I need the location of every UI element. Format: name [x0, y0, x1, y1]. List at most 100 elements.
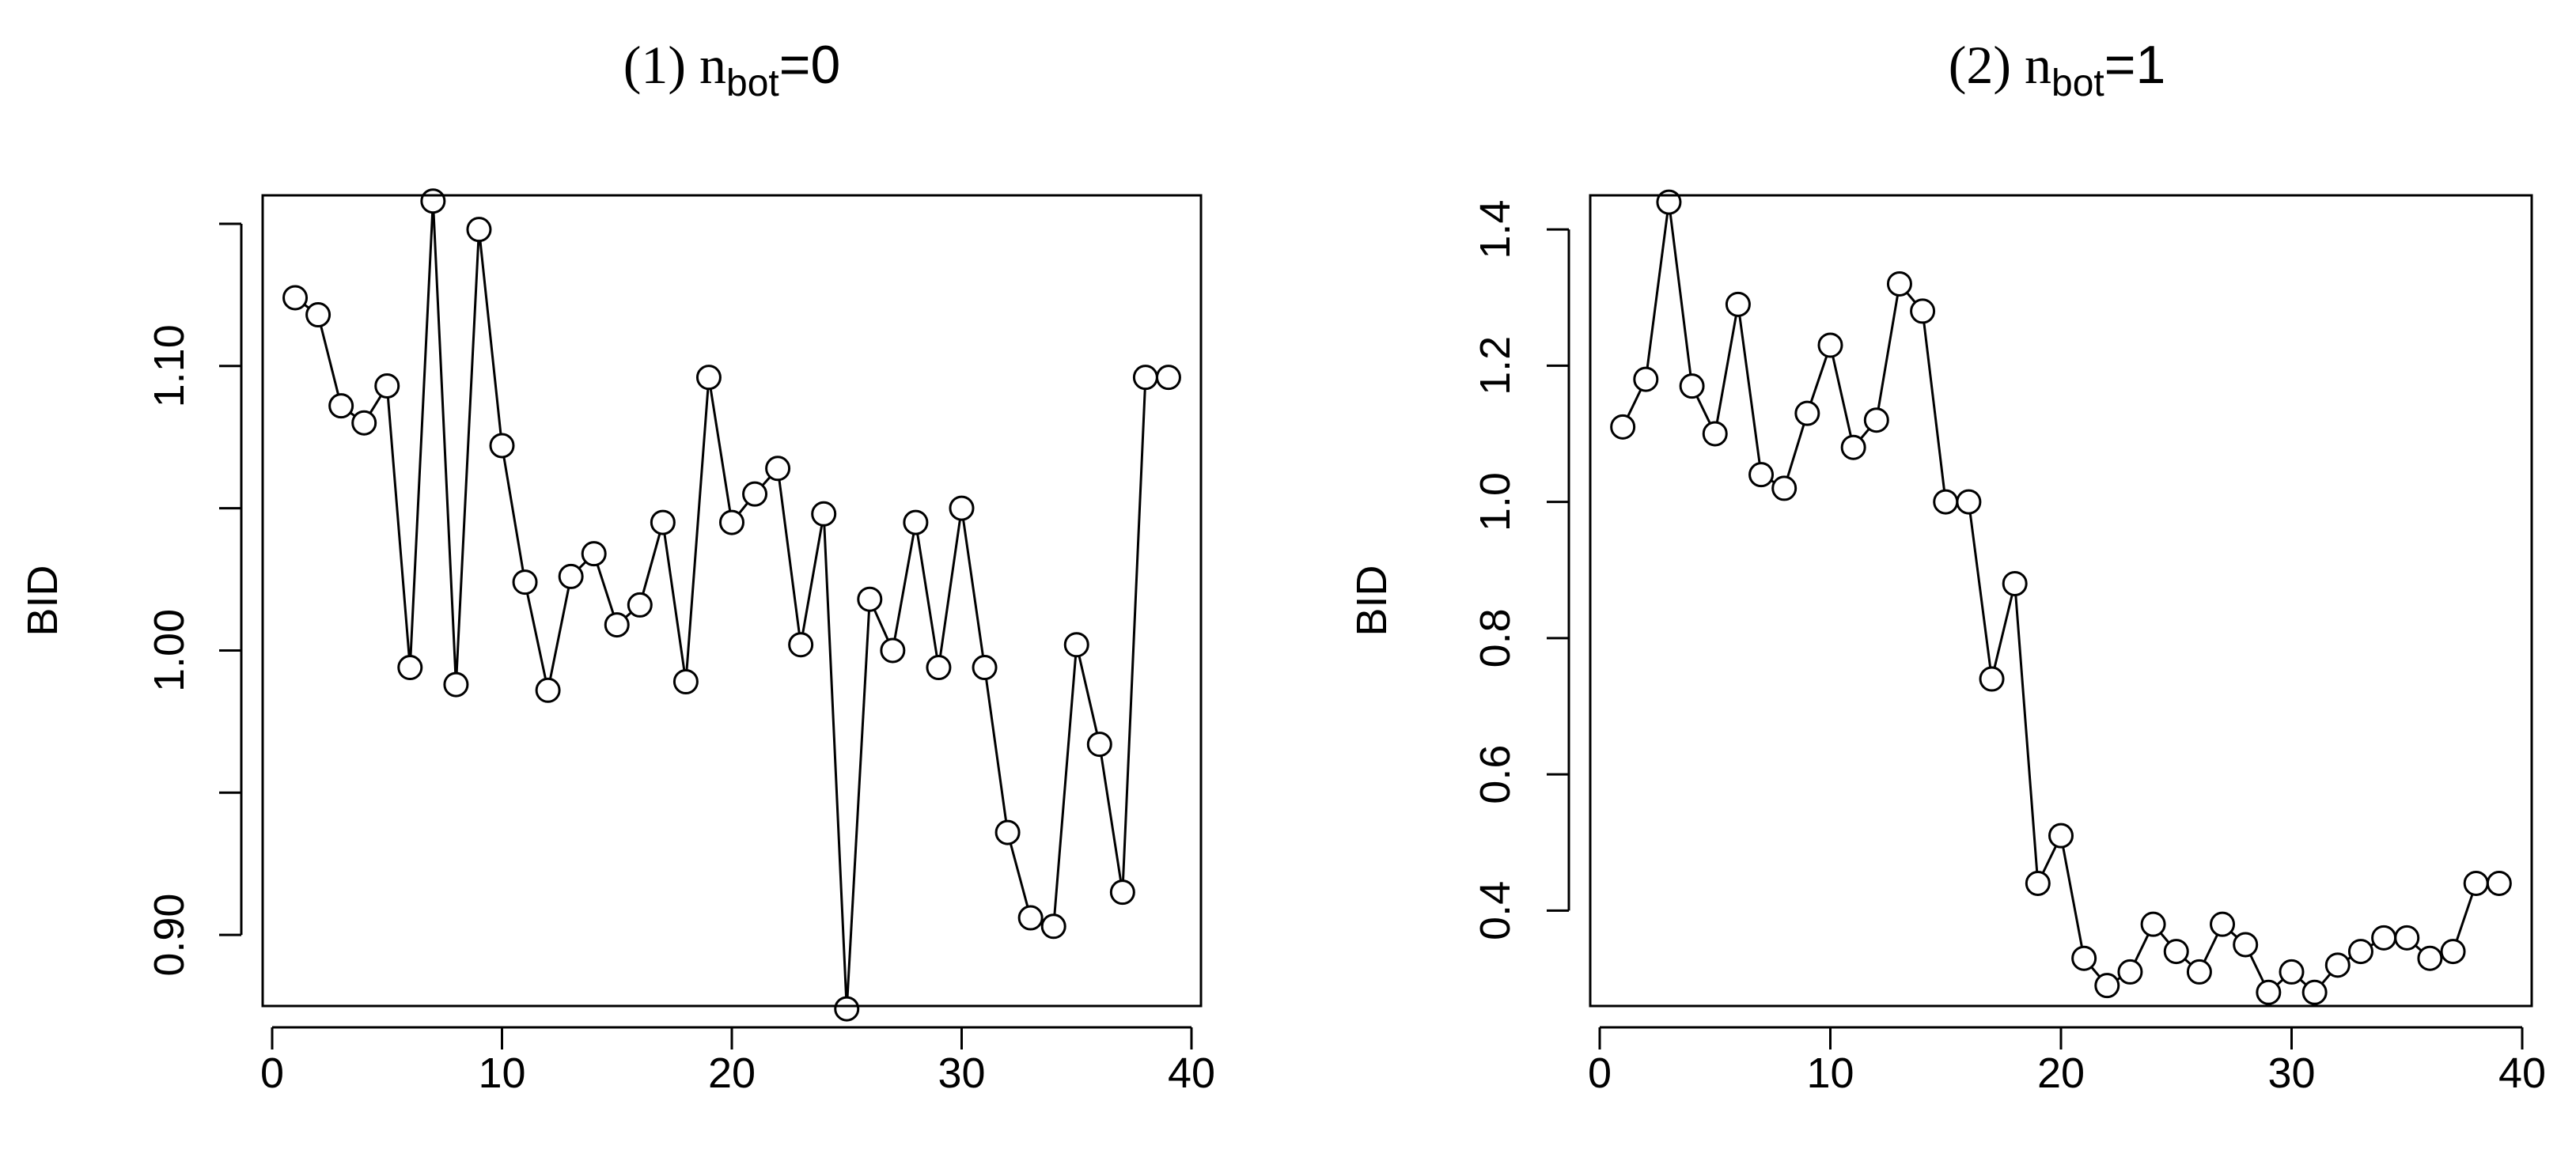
y-tick-label: 1.0 — [1472, 472, 1519, 531]
data-point — [695, 365, 722, 391]
series-line-segment — [479, 240, 502, 435]
series-line-segment — [985, 679, 1008, 822]
series-line-segment — [2415, 944, 2423, 952]
x-tick-label: 10 — [478, 1049, 525, 1097]
series-line-segment — [1646, 213, 1669, 369]
series-line-segment — [893, 533, 915, 640]
data-point — [512, 569, 538, 596]
data-point — [2233, 932, 2259, 958]
data-point — [443, 671, 469, 698]
series-line-segment — [596, 564, 615, 615]
data-point — [949, 495, 975, 521]
data-point — [2394, 925, 2420, 951]
x-tick-label: 0 — [1588, 1049, 1612, 1097]
data-point — [305, 302, 331, 328]
data-point — [1679, 373, 1705, 399]
data-point — [420, 188, 446, 214]
data-point — [1155, 365, 1181, 391]
series-line-segment — [709, 388, 732, 512]
data-point — [1633, 366, 1659, 392]
series-line-segment — [526, 592, 547, 679]
chart-panel-1: (1) nbot=0 0 10 20 30 40 0.90 1.00 1.10 BID — [19, 35, 1215, 1097]
chart-title-main: (1) n — [623, 35, 726, 95]
series-line-segment — [962, 519, 984, 656]
data-point — [2163, 939, 2189, 965]
chart-title: (2) nbot=1 — [1949, 35, 2166, 104]
data-point — [2417, 945, 2443, 971]
series-line-segment — [320, 325, 340, 395]
series-line-segment — [1627, 388, 1642, 418]
data-point — [2048, 823, 2074, 849]
x-tick-label: 20 — [2037, 1049, 2085, 1097]
series-line-segment — [369, 395, 382, 414]
series-line-segment — [548, 587, 570, 679]
x-tick-label: 30 — [2267, 1049, 2315, 1097]
data-point — [1086, 732, 1112, 758]
data-point — [2140, 911, 2166, 937]
series-line-segment — [873, 609, 889, 641]
series-line-segment — [2014, 595, 2039, 872]
series-line-segment — [778, 479, 801, 634]
data-point — [2256, 979, 2282, 1005]
data-point — [1817, 332, 1843, 358]
series-line-segment — [1968, 512, 1992, 668]
data-point — [535, 677, 561, 703]
series-line-segment — [1100, 755, 1123, 882]
y-tick-label: 0.6 — [1472, 745, 1519, 804]
data-point — [2440, 939, 2466, 965]
x-tick-label: 10 — [1806, 1049, 1854, 1097]
series-line-segment — [2320, 973, 2332, 985]
x-tick-label: 40 — [1168, 1049, 1215, 1097]
chart-title-suffix: =0 — [779, 35, 841, 95]
data-point — [1979, 666, 2005, 692]
data-point — [2324, 952, 2351, 978]
data-point — [2071, 945, 2097, 971]
data-point — [834, 996, 860, 1022]
data-point — [719, 509, 744, 535]
chart-title-main: (2) n — [1949, 35, 2051, 95]
data-point — [650, 509, 676, 535]
series-line-segment — [2229, 931, 2238, 938]
series-line-segment — [1923, 322, 1945, 491]
series-line-segment — [663, 533, 686, 671]
data-point — [2186, 959, 2212, 985]
series-line-segment — [2090, 966, 2101, 978]
series-line-segment — [1993, 594, 2013, 668]
series-line-segment — [1786, 424, 1805, 478]
data-point — [466, 217, 492, 243]
data-point — [2025, 870, 2051, 896]
x-tick-label: 40 — [2498, 1049, 2546, 1097]
chart-title-subscript: bot — [2051, 62, 2104, 104]
series-line-segment — [801, 524, 824, 634]
data-point — [742, 481, 768, 507]
data-point — [2371, 925, 2397, 951]
y-axis-label: BID — [1348, 565, 1396, 636]
series-line-segment — [2062, 846, 2083, 947]
chart-title: (1) nbot=0 — [623, 35, 841, 104]
data-point — [2279, 959, 2305, 985]
series-line-segment — [2041, 845, 2058, 874]
series-line-segment — [2276, 978, 2284, 986]
x-tick-label: 20 — [708, 1049, 756, 1097]
series-line-segment — [2249, 954, 2265, 983]
series-line-segment — [2203, 934, 2219, 962]
series-line-segment — [2455, 894, 2474, 941]
series-line-segment — [409, 212, 434, 656]
data-point — [1132, 365, 1158, 391]
data-point — [627, 592, 653, 618]
data-point — [2094, 973, 2120, 999]
y-tick-label: 1.2 — [1472, 336, 1519, 395]
data-point — [1017, 905, 1044, 931]
series-line-segment — [846, 611, 870, 998]
series-line-segment — [642, 533, 661, 595]
series-line-segment — [1738, 315, 1761, 463]
chart-panel-2: (2) nbot=1 0 10 20 30 40 0.4 0.6 0.8 1.0 1.2 1.4 BID — [1348, 35, 2546, 1097]
series-line-segment — [1809, 355, 1828, 403]
data-point — [2301, 979, 2328, 1005]
data-point — [374, 373, 400, 399]
data-point — [1886, 270, 1912, 297]
series-line-segment — [685, 388, 710, 671]
data-point — [1933, 489, 1959, 515]
data-point — [397, 655, 423, 681]
series-line-segment — [502, 456, 525, 572]
